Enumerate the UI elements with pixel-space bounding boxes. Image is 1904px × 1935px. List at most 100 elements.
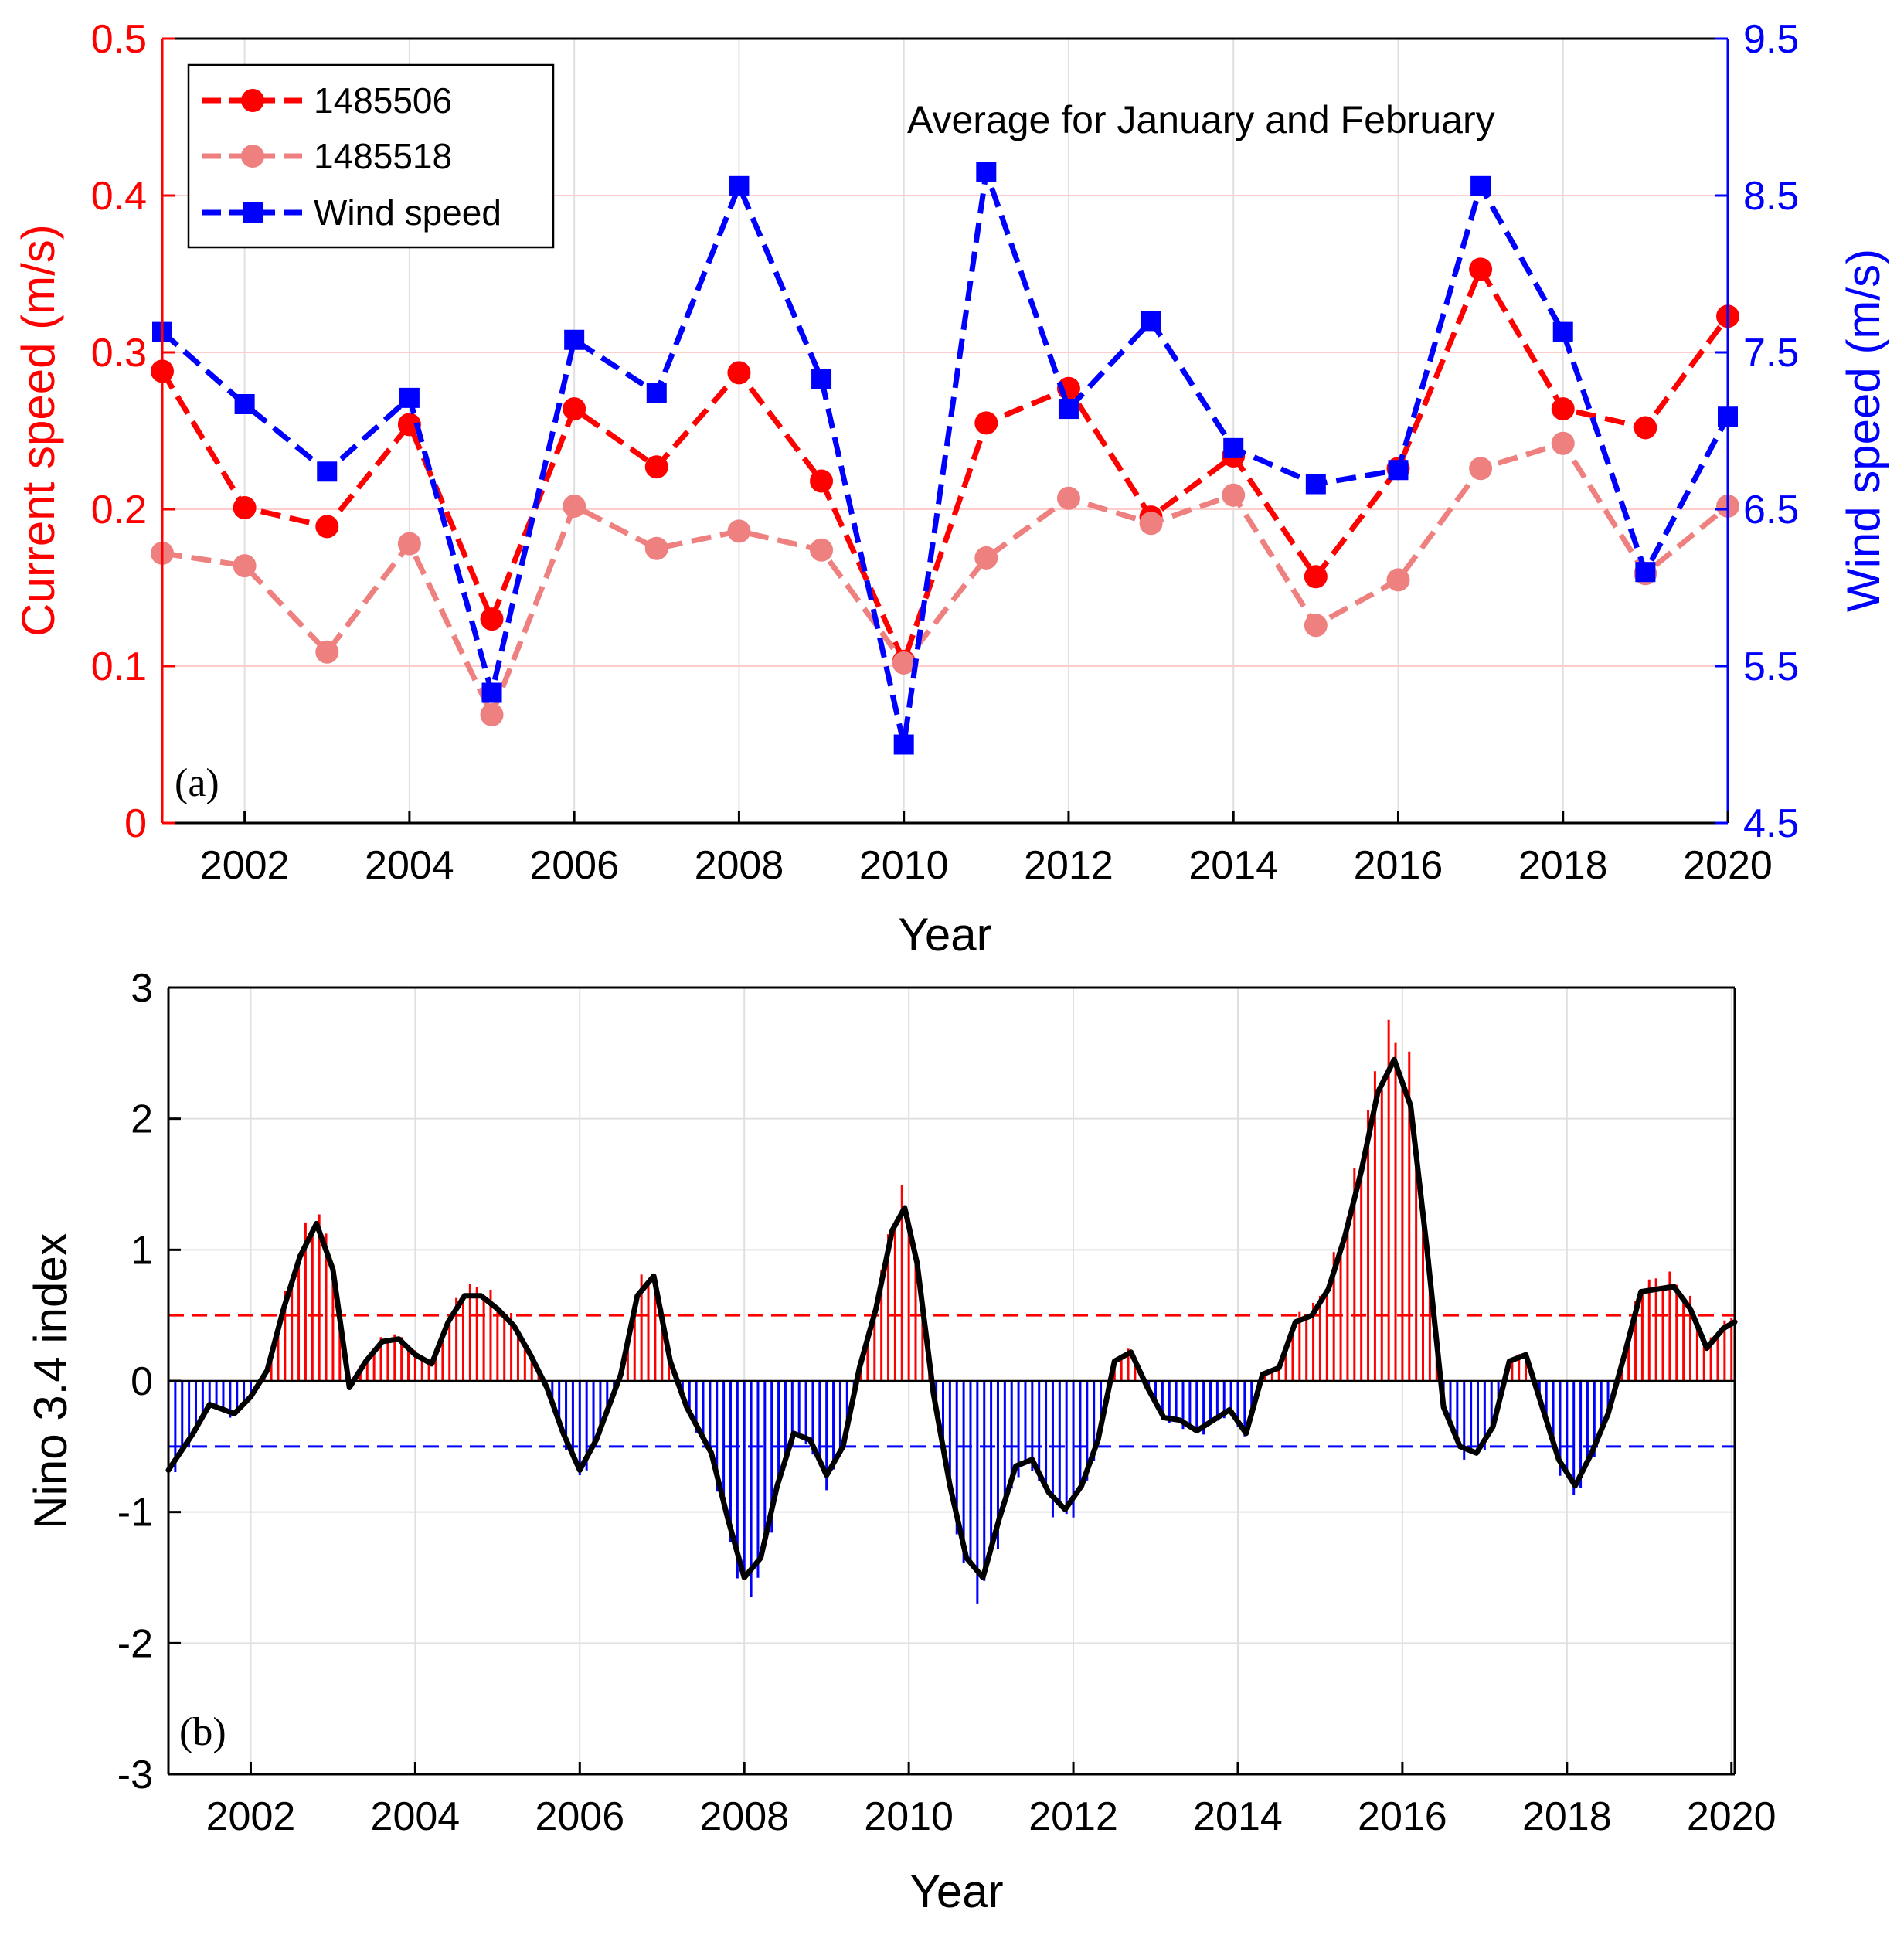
x-tick-label-2018: 2018 <box>1518 843 1608 888</box>
point-1485506-2006 <box>563 397 586 421</box>
b-x-tick-label-2016: 2016 <box>1358 1794 1447 1839</box>
legend-marker-wind-speed <box>243 202 263 223</box>
point-1485518-2018 <box>1551 431 1575 455</box>
b-x-tick-label-2008: 2008 <box>699 1794 789 1839</box>
x-tick-label-2002: 2002 <box>200 843 290 888</box>
right-tick-label-4: 8.5 <box>1743 174 1799 219</box>
point-wind-speed-2019 <box>1635 562 1656 583</box>
legend-item-1485506: 1485506 <box>202 80 452 121</box>
legend-item-1485518: 1485518 <box>202 136 452 176</box>
legend-item-wind-speed: Wind speed <box>202 192 502 233</box>
series-line-1485506 <box>160 266 1730 665</box>
left-tick-label-5: 0.5 <box>91 17 147 62</box>
panel-a-left-axis-label: Current speed (m/s) <box>12 224 64 637</box>
legend-marker-1485518 <box>241 145 264 168</box>
point-1485506-2005 <box>480 607 504 631</box>
point-1485506-2011 <box>974 411 998 435</box>
x-tick-label-2016: 2016 <box>1354 843 1443 888</box>
point-1485506-2019 <box>1634 416 1658 440</box>
left-tick-label-1: 0.1 <box>91 644 147 689</box>
panel-a-x-axis-label: Year <box>898 909 991 961</box>
point-wind-speed-2010 <box>893 734 914 755</box>
b-y-tick-label-0: -3 <box>117 1753 153 1797</box>
point-1485518-2004 <box>397 532 421 556</box>
panel-b-bars <box>167 1019 1733 1604</box>
right-tick-label-3: 7.5 <box>1743 331 1799 376</box>
point-1485506-2003 <box>315 515 339 539</box>
point-1485506-2018 <box>1551 397 1575 421</box>
point-1485506-2002 <box>233 495 257 519</box>
point-wind-speed-2013 <box>1141 311 1161 332</box>
point-wind-speed-2018 <box>1552 321 1573 342</box>
x-tick-label-2008: 2008 <box>695 843 784 888</box>
point-1485506-2009 <box>810 469 834 493</box>
x-tick-label-2010: 2010 <box>859 843 949 888</box>
b-x-tick-label-2002: 2002 <box>206 1794 296 1839</box>
x-tick-label-2014: 2014 <box>1188 843 1278 888</box>
point-wind-speed-2002 <box>234 393 255 414</box>
x-tick-label-2020: 2020 <box>1683 843 1773 888</box>
b-x-tick-label-2014: 2014 <box>1193 1794 1283 1839</box>
point-1485518-2016 <box>1386 568 1410 592</box>
panel-b-ticks: 2002 2004 2006 2008 2010 2012 2014 2016 2018 2020… <box>117 966 1776 1839</box>
left-tick-label-2: 0.2 <box>91 488 147 532</box>
legend-label-wind-speed: Wind speed <box>314 192 502 233</box>
panel-b-lines <box>165 1056 1738 1580</box>
point-1485518-2007 <box>644 536 668 560</box>
b-x-tick-label-2018: 2018 <box>1522 1794 1612 1839</box>
b-x-tick-label-2020: 2020 <box>1687 1794 1776 1839</box>
point-1485506-2017 <box>1469 257 1493 281</box>
b-y-tick-label-1: -2 <box>117 1621 153 1666</box>
legend-label-1485518: 1485518 <box>314 136 452 176</box>
panel-a-legend: 1485506 1485518 Wind speed <box>187 63 555 249</box>
panel-b: 2002 2004 2006 2008 2010 2012 2014 2016 2018 2020… <box>25 966 1776 1917</box>
series-line-wind-speed <box>160 169 1731 747</box>
point-1485518-2003 <box>315 640 339 664</box>
point-1485506-2007 <box>644 455 668 479</box>
point-1485506-2015 <box>1304 565 1328 589</box>
x-tick-label-2012: 2012 <box>1024 843 1114 888</box>
point-1485518-2014 <box>1222 483 1246 507</box>
point-wind-speed-2003 <box>317 461 338 482</box>
b-y-tick-label-2: -1 <box>117 1491 153 1535</box>
panel-a-annotation: Average for January and February <box>907 98 1495 141</box>
point-wind-speed-2009 <box>811 369 832 389</box>
point-1485518-2002 <box>233 554 257 578</box>
panel-a-right-axis-label: Wind speed (m/s) <box>1838 249 1889 612</box>
right-tick-label-0: 4.5 <box>1743 801 1799 846</box>
point-wind-speed-2007 <box>646 383 667 403</box>
panel-b-label: (b) <box>179 1710 226 1754</box>
point-wind-speed-2008 <box>729 175 750 196</box>
point-1485518-2012 <box>1056 486 1080 510</box>
point-1485518-2008 <box>727 519 751 543</box>
point-1485518-2013 <box>1139 512 1163 536</box>
point-wind-speed-2006 <box>564 329 585 350</box>
legend-label-1485506: 1485506 <box>314 80 452 121</box>
right-tick-label-2: 6.5 <box>1743 488 1799 532</box>
b-x-tick-label-2012: 2012 <box>1028 1794 1118 1839</box>
panel-a-ticks: 2002 2004 2006 2008 2010 2012 2014 2016 2018 2020… <box>91 17 1800 888</box>
x-tick-label-2006: 2006 <box>529 843 619 888</box>
b-y-tick-label-6: 3 <box>131 966 153 1011</box>
point-1485518-2011 <box>974 546 998 570</box>
panel-a-series <box>151 162 1739 755</box>
panel-a: 2002 2004 2006 2008 2010 2012 2014 2016 2018 2020… <box>12 17 1889 961</box>
point-1485518-2005 <box>480 702 504 726</box>
point-wind-speed-2014 <box>1223 437 1244 458</box>
point-wind-speed-2004 <box>399 387 420 408</box>
point-wind-speed-2015 <box>1305 474 1326 495</box>
point-1485518-2006 <box>563 494 586 518</box>
right-tick-label-1: 5.5 <box>1743 644 1799 689</box>
point-1485518-2015 <box>1304 614 1328 638</box>
b-x-tick-label-2010: 2010 <box>864 1794 954 1839</box>
point-wind-speed-2017 <box>1470 175 1491 196</box>
b-y-tick-label-4: 1 <box>131 1228 153 1273</box>
point-1485506-2004 <box>397 413 421 437</box>
smoothed-index-line <box>165 1056 1738 1580</box>
series-line-1485518 <box>162 440 1730 718</box>
point-wind-speed-2005 <box>481 682 502 703</box>
b-y-tick-label-5: 2 <box>131 1097 153 1142</box>
panel-b-y-axis-label: Nino 3.4 index <box>25 1233 76 1529</box>
legend-marker-1485506 <box>241 89 264 112</box>
